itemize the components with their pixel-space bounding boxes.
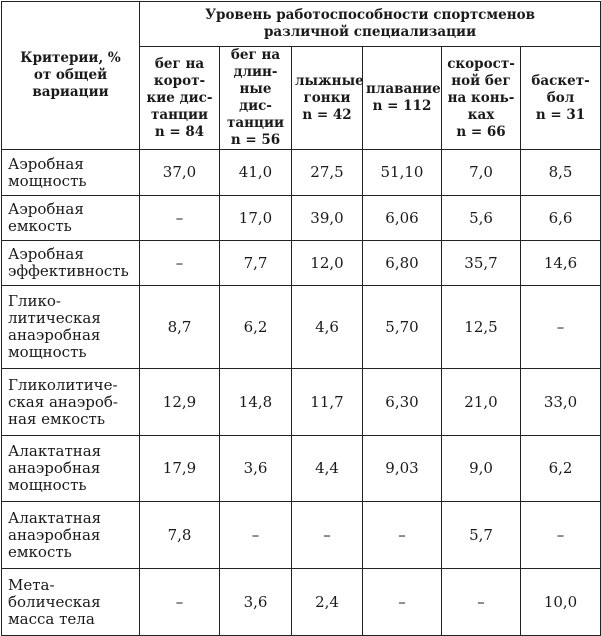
criterion-cell: Мета-болическая масса тела [1, 568, 140, 636]
value-cell: 6,6 [519, 195, 601, 241]
column-n: n = 112 [372, 98, 432, 114]
value-cell: 9,03 [362, 435, 442, 502]
value-cell: 21,0 [441, 368, 521, 436]
criterion-cell: Аэробная мощность [1, 149, 140, 196]
column-header: баскет-бол n = 31 [519, 46, 601, 150]
criterion-cell: Аэробная емкость [1, 195, 140, 241]
table-row: Аэробная емкость –17,0 39,0 6,06 5,6 6,6 [1, 195, 601, 241]
value-cell: 6,30 [362, 368, 442, 436]
value-cell: 4,4 [291, 435, 363, 502]
table-row: Алактатная анаэробная емкость 7,8– – –5,7– [1, 501, 601, 569]
value-cell: 6,2 [519, 435, 601, 502]
value-cell: 6,06 [362, 195, 442, 241]
table-row: Аэробная эффективность –7,7 12,0 6,80 35,7 14… [1, 240, 601, 286]
value-cell: 35,7 [441, 240, 521, 286]
value-cell: 4,6 [291, 285, 363, 369]
value-cell: 33,0 [519, 368, 601, 436]
value-cell: – [362, 501, 442, 569]
value-cell: – [441, 568, 521, 636]
value-cell: – [139, 195, 220, 241]
column-label: бег на длин-ные дис-танции [227, 47, 284, 131]
value-cell: 6,80 [362, 240, 442, 286]
column-header: бег на длин-ные дис-танции n = 56 [219, 46, 292, 150]
column-header: лыжные гонки n = 42 [291, 46, 364, 150]
column-label: скорост-ной бег на конь-ках [447, 55, 515, 123]
value-cell: 5,70 [362, 285, 442, 369]
value-cell: 7,8 [139, 501, 220, 569]
value-cell: 5,7 [441, 501, 521, 569]
value-cell: 2,4 [291, 568, 363, 636]
column-header: плавание n = 112 [362, 46, 442, 150]
value-cell: 7,0 [441, 149, 521, 196]
column-n: n = 42 [302, 106, 352, 123]
column-label: лыжные гонки [295, 72, 364, 106]
value-cell: – [519, 501, 601, 569]
value-cell: 17,0 [219, 195, 292, 241]
value-cell: 12,9 [139, 368, 220, 436]
value-cell: 37,0 [139, 149, 220, 196]
table-row: Аэробная мощность 37,0 41,0 27,5 51,10 7,0 8,5 [1, 149, 601, 196]
criterion-cell: Алактатная анаэробная емкость [1, 501, 140, 569]
value-cell: 51,10 [362, 149, 442, 196]
criterion-cell: Аэробная эффективность [1, 240, 140, 286]
column-n: n = 31 [535, 106, 586, 123]
column-n: n = 56 [230, 132, 281, 148]
criterion-cell: Гликолитиче-ская анаэроб-ная емкость [1, 368, 140, 436]
value-cell: – [291, 501, 363, 569]
table-row: Гликолитиче-ская анаэроб-ная емкость 12,9… [1, 368, 601, 436]
column-label: плавание [366, 81, 441, 97]
column-label: бег на корот-кие дис-танции [146, 55, 213, 123]
value-cell: 6,2 [219, 285, 292, 369]
column-n: n = 66 [456, 123, 506, 140]
table-row: Мета-болическая масса тела –3,6 2,4– –10,0 [1, 568, 601, 636]
value-cell: – [519, 285, 601, 369]
value-cell: 39,0 [291, 195, 363, 241]
criterion-cell: Алактатная анаэробная мощность [1, 435, 140, 502]
value-cell: 12,0 [291, 240, 363, 286]
group-header: Уровень работоспособности спортсменов ра… [138, 1, 601, 47]
value-cell: 8,7 [139, 285, 220, 369]
value-cell: 3,6 [219, 568, 292, 636]
column-label: баскет-бол [531, 72, 590, 106]
value-cell: 17,9 [139, 435, 220, 502]
table-row: Алактатная анаэробная мощность 17,9 3,6 4,4… [1, 435, 601, 502]
value-cell: – [139, 240, 220, 286]
table-row: Глико-литическая анаэробная мощность 8,7 6… [1, 285, 601, 369]
criteria-header: Критерии, % от общей вариации [1, 1, 140, 150]
value-cell: 8,5 [519, 149, 601, 196]
column-n: n = 84 [154, 123, 205, 140]
value-cell: 11,7 [291, 368, 363, 436]
value-cell: 27,5 [291, 149, 363, 196]
value-cell: – [139, 568, 220, 636]
value-cell: 10,0 [519, 568, 601, 636]
column-header: скорост-ной бег на конь-ках n = 66 [441, 46, 521, 150]
value-cell: 14,8 [219, 368, 292, 436]
column-header: бег на корот-кие дис-танции n = 84 [139, 46, 220, 150]
value-cell: 12,5 [441, 285, 521, 369]
value-cell: 7,7 [219, 240, 292, 286]
value-cell: 14,6 [519, 240, 601, 286]
value-cell: 41,0 [219, 149, 292, 196]
value-cell: – [362, 568, 442, 636]
value-cell: – [219, 501, 292, 569]
value-cell: 5,6 [441, 195, 521, 241]
value-cell: 3,6 [219, 435, 292, 502]
criterion-cell: Глико-литическая анаэробная мощность [1, 285, 140, 369]
value-cell: 9,0 [441, 435, 521, 502]
